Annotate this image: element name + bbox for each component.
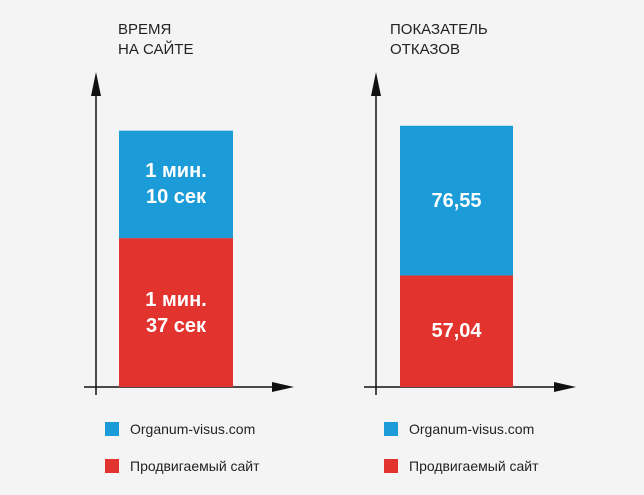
- legend-swatch: [384, 459, 398, 473]
- value-label: 57,04: [431, 320, 482, 343]
- bar-segment: [400, 125, 513, 276]
- legend-swatch: [105, 459, 119, 473]
- x-axis-arrow: [272, 382, 294, 392]
- chart-title: ВРЕМЯ НА САЙТЕ: [118, 21, 194, 58]
- y-axis-arrow: [371, 72, 381, 96]
- x-axis-arrow: [554, 382, 576, 392]
- value-label: 1 мин. 10 сек: [145, 160, 207, 209]
- legend-label: Продвигаемый сайт: [130, 458, 260, 474]
- y-axis-arrow: [91, 72, 101, 96]
- bar-segment: [119, 130, 233, 239]
- bar-segment: [400, 275, 513, 387]
- bar-segment: [119, 238, 233, 387]
- legend-label: Organum-visus.com: [130, 421, 256, 437]
- value-label: 76,55: [431, 189, 482, 212]
- legend-swatch: [105, 422, 119, 436]
- chart-title: ПОКАЗАТЕЛЬ ОТКАЗОВ: [390, 21, 488, 58]
- legend-label: Organum-visus.com: [409, 421, 535, 437]
- legend-label: Продвигаемый сайт: [409, 458, 539, 474]
- legend-swatch: [384, 422, 398, 436]
- value-label: 1 мин. 37 сек: [145, 288, 207, 337]
